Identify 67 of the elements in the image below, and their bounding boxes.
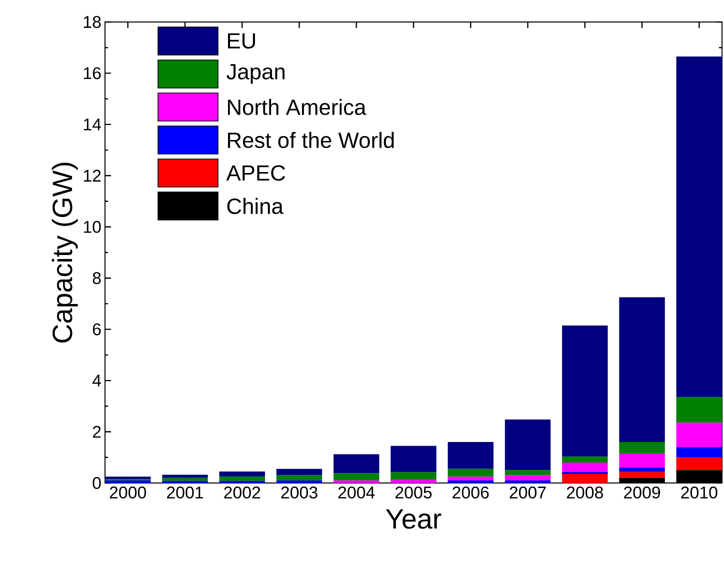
bar (676, 457, 722, 470)
bar (334, 473, 380, 480)
x-tick-label: 2004 (338, 486, 375, 499)
x-tick-label: 2001 (167, 486, 203, 499)
x-axis-title: Year (386, 509, 442, 529)
bar (162, 478, 208, 481)
bar (105, 480, 151, 483)
legend-label: EU (228, 33, 255, 49)
bar (276, 475, 322, 480)
bar (619, 297, 665, 442)
x-tick-label: 2005 (396, 486, 432, 499)
bar (676, 56, 722, 398)
bar (676, 422, 722, 448)
bar (504, 470, 551, 476)
bar (676, 447, 722, 458)
bar (562, 474, 608, 483)
bar (390, 472, 436, 480)
y-tick-label: 8 (92, 272, 101, 284)
x-tick-label: 2006 (452, 486, 489, 499)
y-tick-label: 0 (92, 476, 101, 489)
x-tick-label: 2002 (224, 486, 260, 499)
legend-label: Rest of the World (228, 132, 394, 148)
legend-label: APEC (226, 165, 286, 181)
x-tick-label: 2008 (566, 486, 603, 499)
bar (562, 456, 608, 462)
bar (219, 471, 265, 477)
y-tick-label: 16 (84, 67, 101, 80)
bar (619, 468, 665, 472)
bar (390, 480, 436, 483)
bar (504, 480, 551, 483)
legend-label: China (227, 198, 284, 214)
bar (619, 471, 665, 478)
bar (219, 476, 265, 481)
y-tick-label: 2 (92, 426, 101, 438)
bar (619, 454, 665, 468)
y-tick-label: 14 (84, 118, 101, 130)
bar (448, 468, 494, 477)
y-tick-label: 18 (84, 16, 101, 28)
bar (448, 442, 494, 469)
y-axis-title: Capacity (GW) (52, 162, 78, 343)
y-tick-label: 12 (84, 170, 101, 182)
x-tick-label: 2007 (510, 486, 546, 499)
bar (448, 476, 494, 480)
x-tick-label: 2009 (624, 486, 660, 499)
bar (334, 480, 380, 483)
bar (162, 474, 208, 478)
bar (562, 462, 608, 472)
y-tick-label: 10 (84, 220, 101, 233)
y-tick-label: 4 (92, 374, 101, 386)
legend-label: North America (228, 98, 366, 116)
bar (448, 480, 494, 483)
bar (504, 475, 551, 480)
bar (619, 442, 665, 454)
bar (105, 476, 151, 480)
bar (562, 325, 608, 457)
x-tick-label: 2010 (681, 486, 718, 499)
bar (390, 446, 436, 472)
x-tick-label: 2000 (110, 486, 146, 499)
y-tick-label: 6 (92, 323, 101, 336)
bar (276, 468, 322, 476)
bar (504, 419, 551, 470)
x-tick-label: 2003 (281, 486, 318, 499)
bar (334, 454, 380, 474)
bar (676, 397, 722, 423)
legend-label: Japan (226, 64, 284, 84)
bar (276, 480, 322, 483)
bar (562, 472, 608, 474)
